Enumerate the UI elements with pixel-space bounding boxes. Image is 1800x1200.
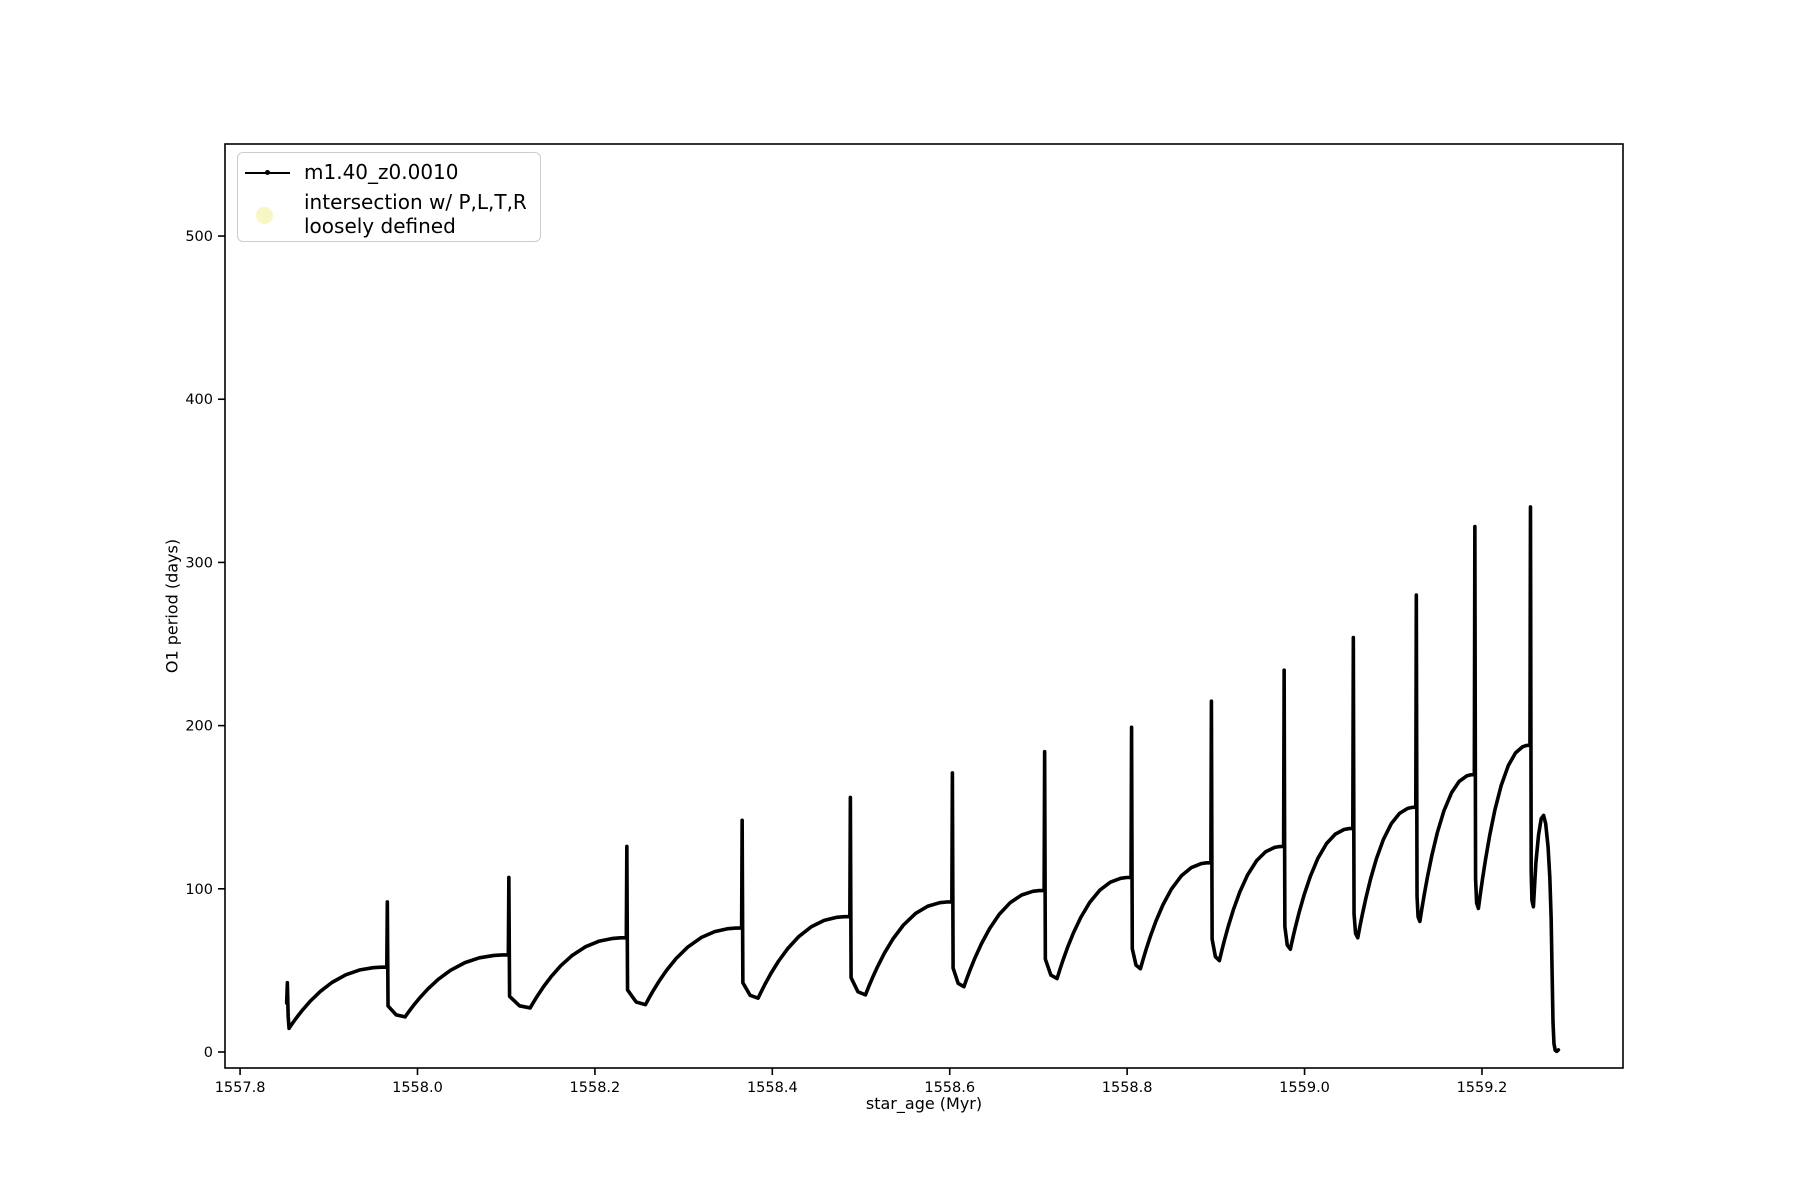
x-tick-label: 1559.2	[1457, 1080, 1508, 1096]
x-tick-label: 1559.0	[1279, 1080, 1330, 1096]
legend: m1.40_z0.0010 intersection w/ P,L,T,R lo…	[237, 152, 541, 242]
legend-label-series-2: intersection w/ P,L,T,R loosely defined	[304, 190, 527, 238]
legend-label-series-2-line-2: loosely defined	[304, 213, 456, 238]
y-tick-label: 300	[185, 555, 213, 571]
plot-border	[224, 143, 1624, 1069]
x-tick-label: 1557.8	[215, 1080, 266, 1096]
x-tick-label: 1558.0	[392, 1080, 443, 1096]
y-tick-label: 100	[185, 882, 213, 898]
y-tick-label: 200	[185, 719, 213, 735]
y-tick-label: 500	[185, 229, 213, 245]
legend-label-series-2-line-1: intersection w/ P,L,T,R	[304, 190, 527, 214]
legend-line-marker-dot-icon	[265, 170, 270, 175]
legend-label-series-1: m1.40_z0.0010	[304, 160, 459, 184]
y-axis-label: O1 period (days)	[162, 538, 182, 674]
legend-circle-marker-icon	[256, 207, 273, 224]
series-line-m1.40_z0.0010	[284, 505, 1561, 1054]
x-tick-label: 1558.4	[747, 1080, 798, 1096]
y-tick-label: 0	[204, 1045, 213, 1061]
y-tick-label: 400	[185, 392, 213, 408]
x-tick-label: 1558.8	[1102, 1080, 1153, 1096]
x-tick-label: 1558.6	[924, 1080, 975, 1096]
x-tick-label: 1558.2	[570, 1080, 621, 1096]
x-axis-label: star_age (Myr)	[865, 1094, 983, 1113]
